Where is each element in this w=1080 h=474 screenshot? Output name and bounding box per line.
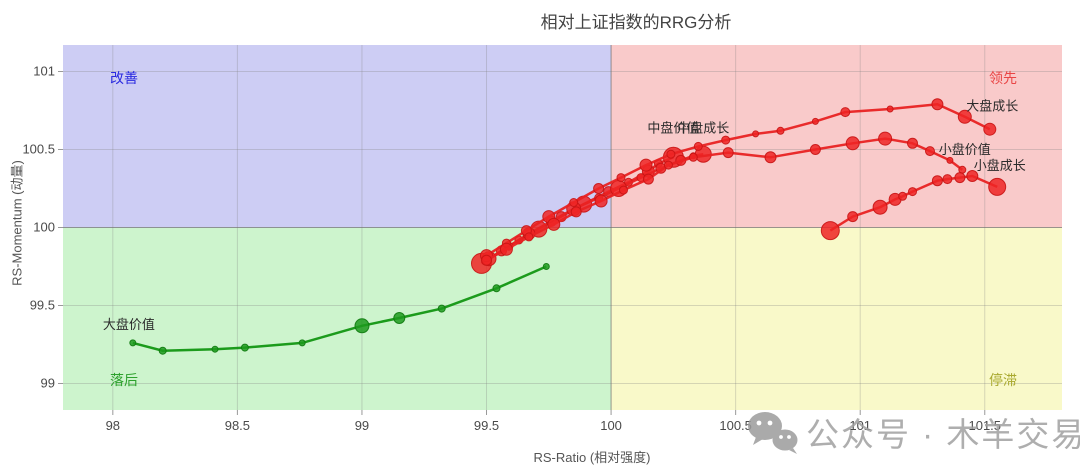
x-axis-title: RS-Ratio (相对强度)	[533, 450, 651, 465]
trail-point	[840, 107, 851, 118]
quadrant-label-weakening: 停滞	[989, 372, 1017, 388]
trail-point	[593, 183, 605, 194]
series-label-mid-cap-value: 中盘价值	[647, 120, 699, 135]
y-axis-title: RS-Momentum (动量)	[9, 160, 25, 286]
trail-point	[946, 156, 954, 164]
trail-point	[129, 339, 137, 347]
trail-point	[872, 199, 888, 215]
trail-point	[988, 177, 1007, 196]
trail-point	[845, 136, 860, 151]
trail-point	[481, 254, 492, 266]
trail-point	[957, 109, 972, 124]
trail-point	[983, 122, 997, 136]
trail-point	[721, 135, 731, 145]
x-tick-label: 98.5	[225, 418, 250, 433]
trail-point	[693, 141, 703, 151]
trail-point	[499, 242, 513, 256]
trail-point	[820, 221, 840, 241]
trail-point	[569, 198, 579, 207]
trail-point	[524, 232, 534, 242]
x-tick-label: 100	[600, 418, 622, 433]
trail-point	[942, 174, 953, 185]
quadrant-leading	[611, 45, 1062, 228]
series-label-small-cap-value: 小盘价值	[939, 142, 991, 157]
quadrant-improving	[63, 45, 612, 228]
x-tick-label: 98	[106, 418, 120, 433]
x-tick-label: 101.5	[968, 418, 1001, 433]
trail-point	[722, 147, 734, 159]
y-tick-label: 99.5	[30, 297, 55, 312]
trail-point	[639, 158, 653, 172]
series-label-small-cap-growth: 小盘成长	[974, 158, 1026, 173]
trail-point	[764, 151, 777, 164]
x-tick-label: 99	[355, 418, 369, 433]
y-tick-label: 101	[33, 64, 55, 79]
trail-point	[437, 304, 446, 313]
trail-point	[240, 343, 249, 352]
trail-point	[898, 191, 908, 201]
x-tick-label: 101	[849, 418, 871, 433]
y-tick-label: 100.5	[22, 142, 55, 157]
trail-point	[752, 130, 760, 138]
trail-point	[886, 105, 894, 113]
y-tick-label: 99	[41, 375, 55, 390]
trail-large-cap-value	[129, 263, 550, 355]
trail-point	[547, 217, 561, 231]
trail-point	[966, 170, 979, 182]
quadrant-weakening	[611, 227, 1062, 410]
trail-point	[354, 318, 370, 334]
quadrant-lagging	[63, 227, 612, 410]
trail-point	[954, 172, 966, 184]
trail-point	[663, 160, 673, 170]
trail-point	[809, 144, 821, 155]
trail-point	[847, 211, 859, 223]
trail-point	[492, 284, 501, 293]
trail-point	[619, 185, 628, 195]
quadrant-label-lagging: 落后	[110, 372, 138, 388]
trail-point	[666, 149, 676, 159]
trail-point	[594, 194, 608, 208]
series-label-mid-cap-growth: 中盘成长	[677, 120, 729, 135]
trail-point	[931, 98, 944, 111]
trail-point	[211, 345, 219, 353]
trail-point	[688, 152, 698, 162]
trail-point	[642, 173, 654, 185]
trail-point	[811, 117, 819, 125]
trail-point	[776, 126, 785, 135]
trail-point	[393, 312, 406, 324]
trail-point	[907, 137, 918, 149]
trail-small-cap-growth	[820, 170, 1007, 241]
trail-point	[925, 146, 935, 157]
trail-point	[878, 131, 893, 146]
trail-small-cap-value	[481, 131, 967, 266]
trail-point	[931, 175, 943, 187]
series-label-large-cap-value: 大盘价值	[103, 317, 155, 332]
quadrant-label-improving: 改善	[110, 70, 138, 86]
trail-point	[570, 206, 582, 218]
chart-title: 相对上证指数的RRG分析	[540, 13, 732, 32]
trail-point	[542, 263, 550, 270]
trail-point	[158, 346, 167, 355]
x-tick-label: 99.5	[474, 418, 499, 433]
series-label-large-cap-growth: 大盘成长	[966, 99, 1018, 114]
x-tick-label: 100.5	[719, 418, 752, 433]
y-tick-label: 100	[33, 220, 55, 235]
trail-point	[616, 173, 626, 183]
quadrant-label-leading: 领先	[989, 70, 1017, 86]
trail-large-cap-growth	[480, 98, 997, 263]
trail-point	[908, 187, 917, 197]
trail-line	[132, 265, 547, 352]
trail-point	[298, 339, 306, 347]
